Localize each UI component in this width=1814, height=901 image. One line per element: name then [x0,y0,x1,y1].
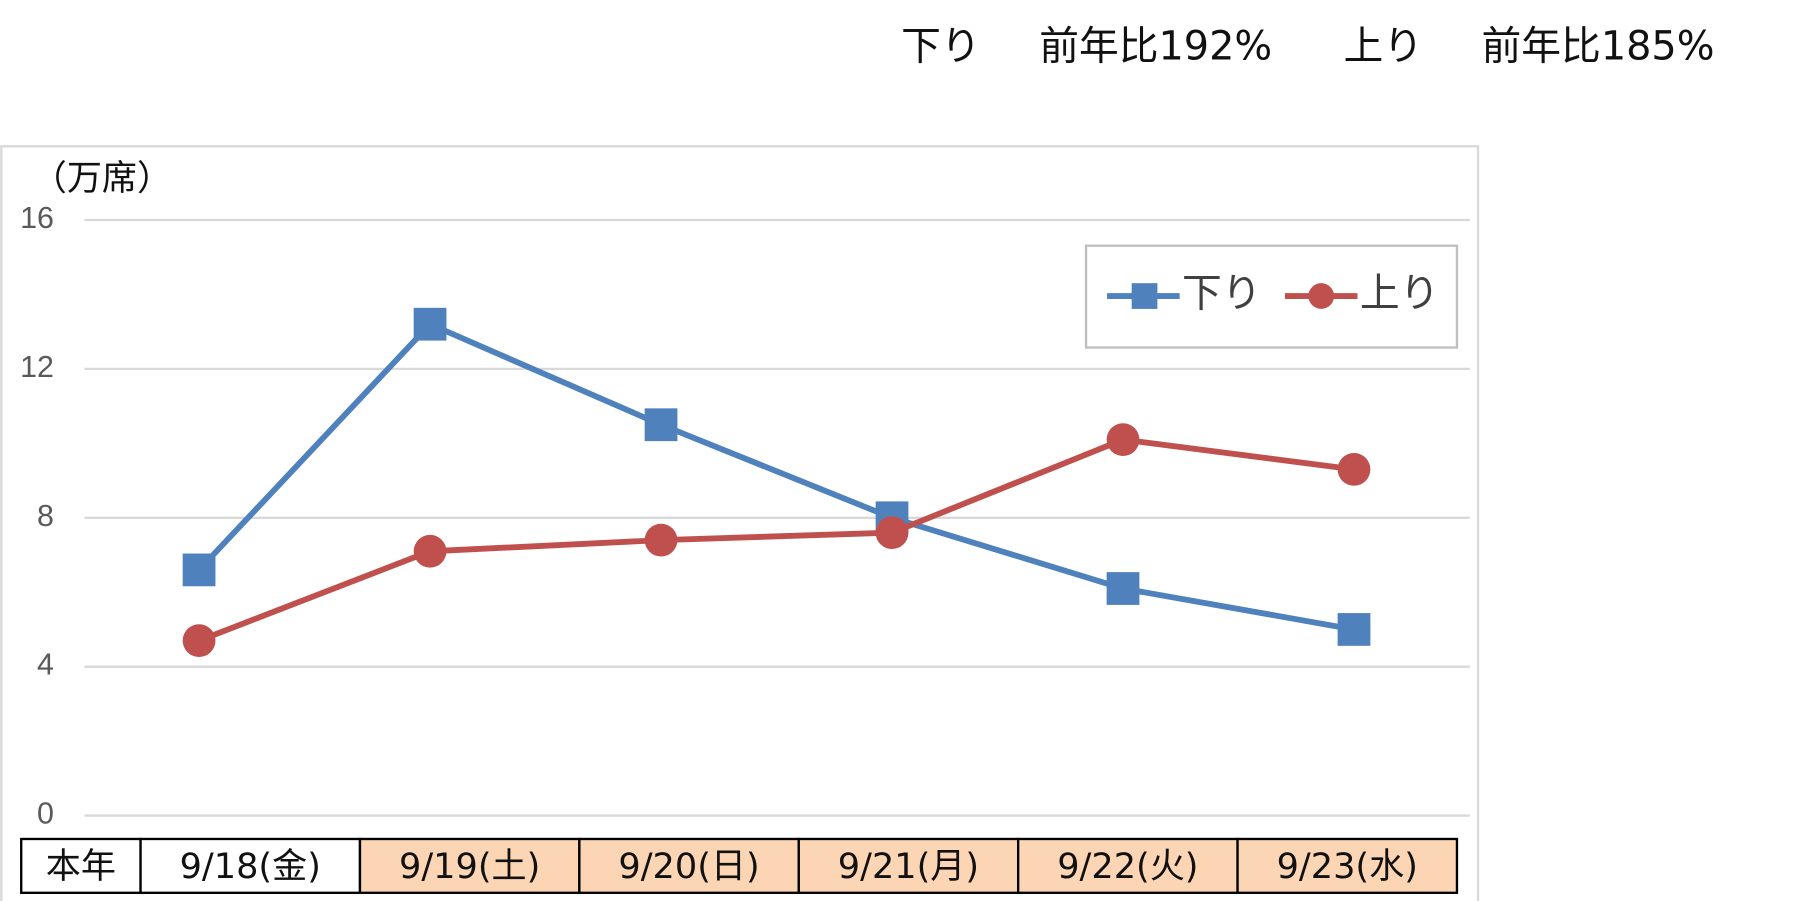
marker [875,516,909,550]
x-tick-label: 9/18(金) [180,846,321,887]
table-cell [1236,837,1459,894]
y-tick-label: 0 [37,797,54,831]
marker [644,523,678,557]
legend-label: 下り [1182,271,1262,317]
header-text: 下り [901,24,981,70]
marker [413,534,447,568]
marker [1106,423,1140,456]
table-cell [1016,837,1239,894]
marker [1106,572,1140,605]
marker [413,307,447,341]
x-tick-label: 9/20(日) [618,846,759,887]
legend-marker [1308,283,1335,309]
table-cell [139,837,362,894]
table-cell [797,837,1020,894]
table-cell [578,837,800,894]
legend-label: 上り [1360,271,1440,317]
marker [182,624,216,658]
header-text: 前年比192% [1039,24,1272,70]
marker [1337,453,1371,486]
marker [1337,613,1371,646]
y-tick-label: 16 [20,201,54,235]
marker [182,553,216,587]
x-tick-label: 9/23(水) [1277,846,1418,887]
row-label: 本年 [46,846,116,887]
x-tick-label: 9/19(土) [399,846,540,887]
x-tick-label: 9/21(月) [838,846,979,887]
series-line [196,320,1355,633]
marker [644,408,678,442]
y-tick-label: 4 [37,648,54,682]
y-tick-label: 8 [37,499,54,533]
y-axis-label: （万席） [32,158,172,199]
header-text: 上り [1343,24,1423,70]
x-tick-label: 9/22(火) [1057,846,1198,887]
header-text: 前年比185% [1482,24,1715,70]
series-line [198,436,1355,644]
table-cell [20,837,142,894]
y-tick-label: 12 [20,350,54,384]
legend-marker [1131,283,1158,309]
